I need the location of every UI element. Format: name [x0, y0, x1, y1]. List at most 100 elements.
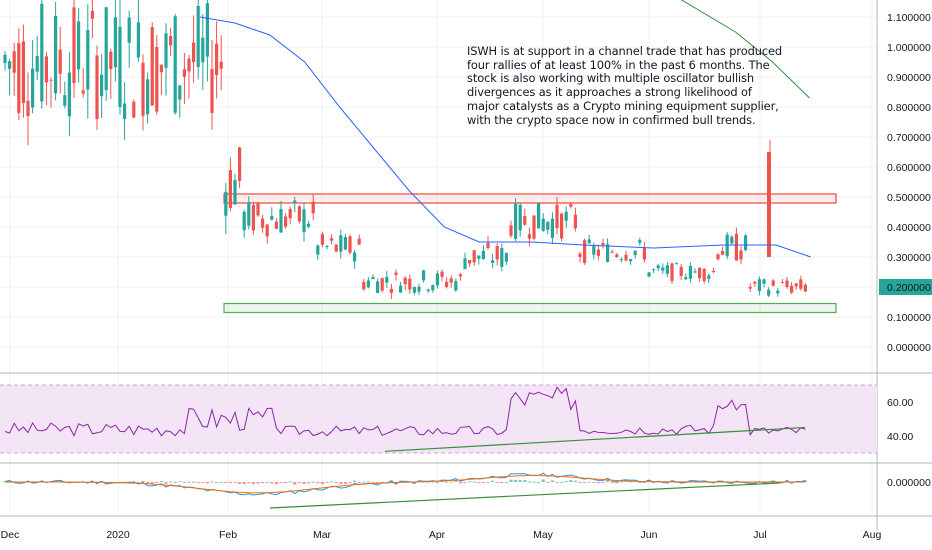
- candle-body: [624, 254, 628, 261]
- macd-histogram-bar: [509, 479, 513, 482]
- candle-body: [509, 225, 513, 236]
- macd-histogram-bar: [247, 482, 251, 484]
- candle-body: [684, 277, 688, 280]
- candle-body: [500, 248, 504, 267]
- candle-body: [734, 233, 738, 261]
- macd-histogram-bar: [357, 482, 361, 483]
- time-tick-label: Mar: [313, 529, 332, 541]
- candle-body: [546, 221, 550, 230]
- candle-body: [21, 41, 25, 104]
- macd-histogram-bar: [371, 482, 375, 483]
- macd-histogram-bar: [380, 481, 384, 483]
- time-tick-label: Jun: [641, 529, 658, 541]
- macd-histogram-bar: [164, 482, 168, 484]
- candle-body: [454, 281, 458, 291]
- candle-body: [688, 265, 692, 279]
- candle-body: [748, 286, 752, 289]
- macd-histogram-bar: [606, 480, 610, 482]
- candle-body: [468, 260, 472, 264]
- candle-body: [449, 278, 453, 283]
- macd-histogram-bar: [261, 482, 265, 484]
- candle-body: [776, 290, 780, 294]
- macd-histogram-bar: [205, 482, 209, 484]
- macd-histogram-bar: [583, 482, 587, 483]
- candle-body: [380, 278, 384, 291]
- candle-body: [54, 15, 58, 94]
- time-tick-label: Dec: [1, 529, 20, 541]
- candle-body: [463, 258, 467, 269]
- candle-body: [785, 280, 789, 287]
- candle-body: [187, 58, 191, 72]
- candle-body: [555, 204, 559, 229]
- candle-body: [311, 201, 315, 214]
- candle-body: [435, 273, 439, 286]
- price-tick-label: 0.600000: [887, 162, 931, 174]
- macd-histogram-bar: [58, 480, 62, 482]
- macd-histogram-bar: [803, 480, 807, 482]
- candle-body: [693, 271, 697, 273]
- candle-body: [675, 263, 679, 265]
- candle-body: [330, 238, 334, 241]
- candle-body: [3, 54, 7, 64]
- candle-body: [629, 259, 633, 262]
- candle-body: [399, 285, 403, 293]
- macd-divergence-line: [269, 482, 781, 509]
- candle-body: [265, 224, 269, 237]
- macd-histogram-bar: [629, 481, 633, 483]
- time-tick-label: Apr: [429, 529, 446, 541]
- annotation-line: stock is also working with multiple osci…: [467, 71, 755, 86]
- price-tick-label: 0.900000: [887, 72, 931, 84]
- macd-histogram-bar: [537, 481, 541, 483]
- macd-histogram-bar: [17, 482, 21, 484]
- candle-body: [362, 281, 366, 290]
- macd-histogram-bar: [748, 482, 752, 484]
- ma-50-line: [199, 16, 811, 258]
- annotation-text[interactable]: ISWH is at support in a channel trade th…: [467, 44, 812, 127]
- candle-body: [201, 37, 205, 63]
- candle-body: [182, 69, 186, 77]
- candle-body: [514, 203, 518, 239]
- macd-histogram-bar: [624, 480, 628, 482]
- zone-boxes[interactable]: [223, 193, 837, 314]
- macd-histogram-bar: [495, 482, 499, 483]
- macd-histogram-bar: [219, 481, 223, 483]
- candle-body: [348, 236, 352, 253]
- candle-body: [366, 280, 370, 288]
- macd-panel: [3, 472, 807, 509]
- candle-body: [596, 249, 600, 256]
- macd-histogram-bar: [592, 482, 596, 483]
- macd-tick-label: 0.000000: [887, 477, 931, 489]
- macd-histogram-bar: [458, 482, 462, 484]
- candle-body: [472, 250, 476, 263]
- macd-histogram-bar: [136, 482, 140, 483]
- candle-body: [790, 285, 794, 293]
- macd-histogram-bar: [297, 482, 301, 483]
- price-tick-label: 0.100000: [887, 312, 931, 324]
- candle-body: [297, 206, 301, 222]
- macd-histogram-bar: [518, 480, 522, 482]
- candle-body: [495, 245, 499, 260]
- time-tick-label: May: [533, 529, 554, 541]
- candle-body: [72, 7, 76, 84]
- candle-body: [233, 179, 237, 205]
- candle-body: [803, 284, 807, 292]
- candle-body: [150, 27, 154, 106]
- macd-histogram-bar: [307, 482, 311, 484]
- macd-histogram-bar: [242, 482, 246, 485]
- candle-body: [127, 17, 131, 43]
- candle-body: [274, 221, 278, 229]
- macd-histogram-bar: [514, 479, 518, 482]
- candle-body: [132, 101, 136, 118]
- price-tick-label: 0.500000: [887, 192, 931, 204]
- candle-body: [481, 250, 485, 260]
- macd-histogram-bar: [215, 481, 219, 483]
- candle-body: [491, 260, 495, 263]
- time-tick-label: Feb: [219, 529, 237, 541]
- candle-body: [730, 236, 734, 244]
- macd-histogram-bar: [642, 482, 646, 483]
- macd-histogram-bar: [601, 482, 605, 483]
- candle-body: [155, 47, 159, 112]
- rsi-tick-label: 40.00: [887, 431, 913, 443]
- macd-histogram-bar: [569, 479, 573, 482]
- candle-body: [412, 287, 416, 293]
